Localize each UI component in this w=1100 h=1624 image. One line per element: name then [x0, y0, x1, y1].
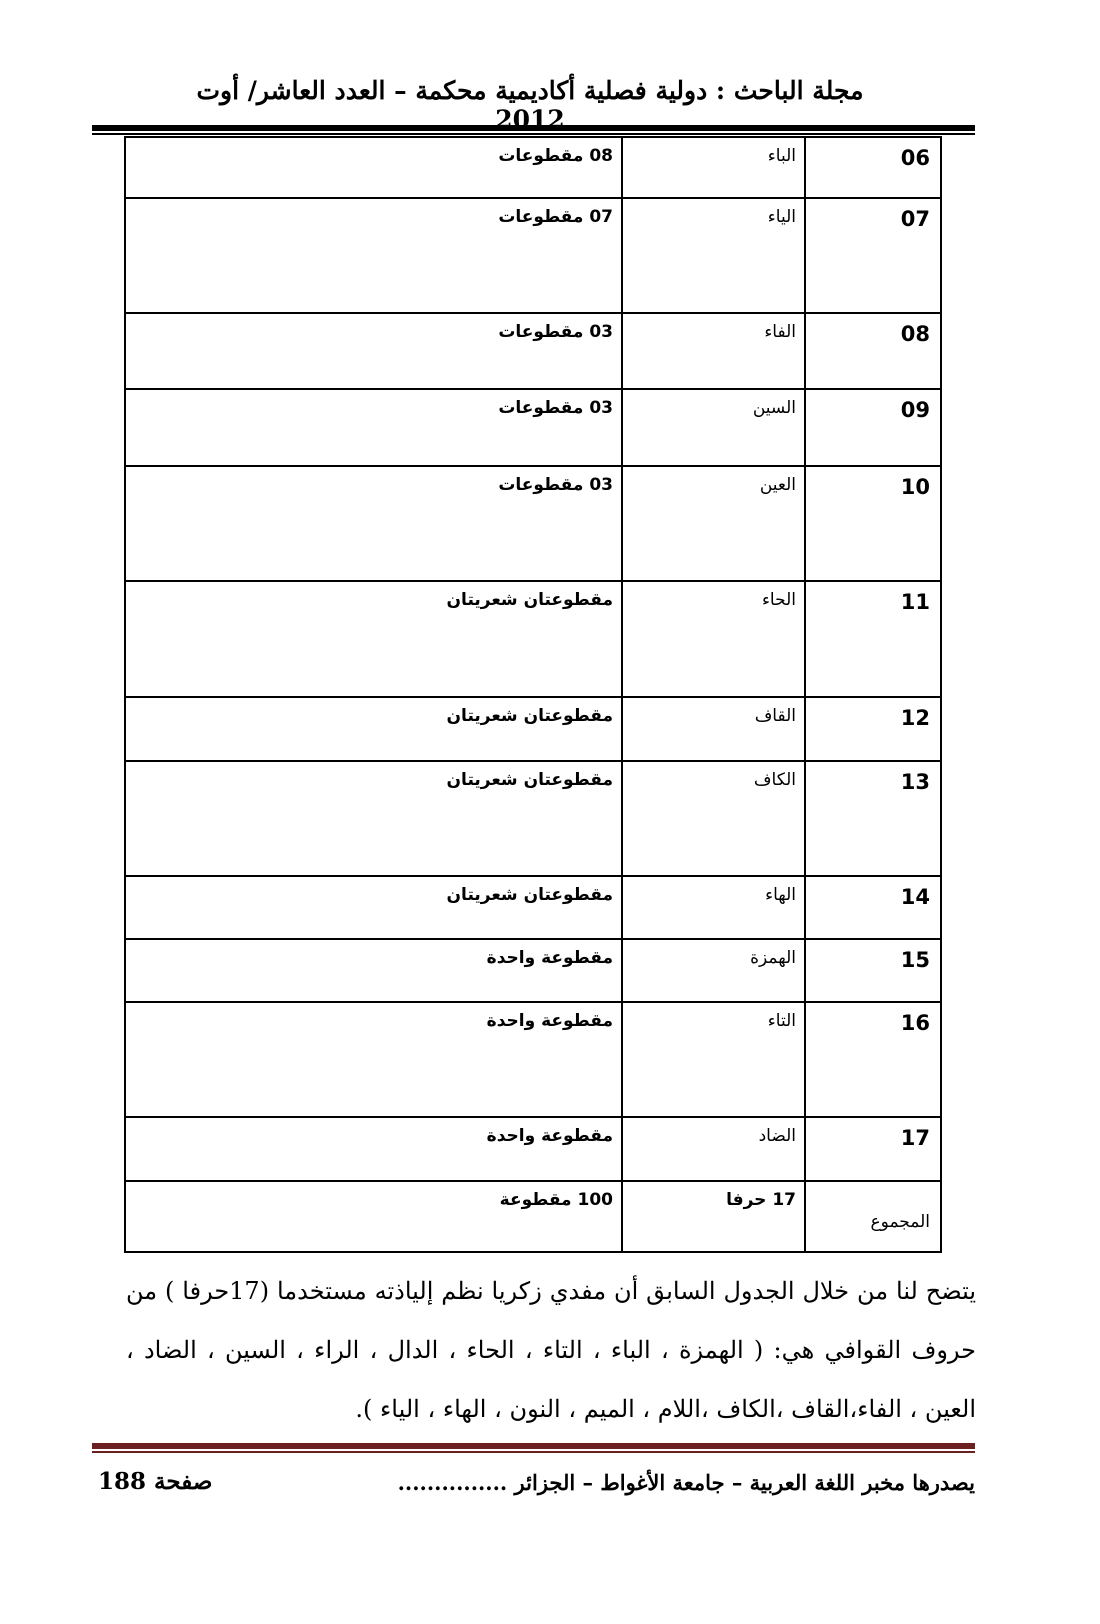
row-number: 14	[804, 877, 940, 938]
poem-count: مقطوعة واحدة	[486, 1126, 613, 1146]
rhyme-letter: السين	[621, 390, 804, 465]
poem-count: 03 مقطوعات	[498, 398, 613, 418]
table-row: 06 الباء 08 مقطوعات	[124, 136, 942, 199]
header-rule	[92, 125, 975, 131]
row-number: 10	[804, 467, 940, 580]
poem-count: مقطوعة واحدة	[486, 948, 613, 968]
rhyme-letter: الباء	[621, 138, 804, 197]
row-number: 09	[804, 390, 940, 465]
rhyme-letter: الفاء	[621, 314, 804, 388]
poem-count: مقطوعتان شعريتان	[446, 590, 613, 610]
row-number: 11	[804, 582, 940, 696]
rhyme-letter: الحاء	[621, 582, 804, 696]
rhyme-letter: العين	[621, 467, 804, 580]
footer-rule	[92, 1443, 975, 1449]
page-number: صفحة 188	[98, 1468, 213, 1495]
rhyme-letter: الهمزة	[621, 940, 804, 1001]
rhyme-letter: التاء	[621, 1003, 804, 1116]
poem-count: مقطوعتان شعريتان	[446, 770, 613, 790]
rhyme-letter: القاف	[621, 698, 804, 760]
row-number: 08	[804, 314, 940, 388]
table-row: 10 العين 03 مقطوعات	[124, 465, 942, 582]
row-number: 06	[804, 138, 940, 197]
row-number: 16	[804, 1003, 940, 1116]
table-row: 11 الحاء مقطوعتان شعريتان	[124, 580, 942, 698]
row-number: 15	[804, 940, 940, 1001]
row-number: 12	[804, 698, 940, 760]
poem-count: 03 مقطوعات	[498, 475, 613, 495]
table-total-row: المجموع 17 حرفا 100 مقطوعة	[124, 1180, 942, 1253]
rhyme-letter: الياء	[621, 199, 804, 312]
rhyme-letter: 17 حرفا	[621, 1182, 804, 1251]
poem-count: مقطوعتان شعريتان	[446, 885, 613, 905]
rhyme-letter: الكاف	[621, 762, 804, 875]
table-row: 13 الكاف مقطوعتان شعريتان	[124, 760, 942, 877]
poem-count: 08 مقطوعات	[498, 146, 613, 166]
poem-count: مقطوعة واحدة	[486, 1011, 613, 1031]
row-number: 17	[804, 1118, 940, 1180]
table-row: 08 الفاء 03 مقطوعات	[124, 312, 942, 390]
table-row: 12 القاف مقطوعتان شعريتان	[124, 696, 942, 762]
poem-count: مقطوعتان شعريتان	[446, 706, 613, 726]
rhyme-letter: الضاد	[621, 1118, 804, 1180]
footer-publisher: يصدرها مخبر اللغة العربية – جامعة الأغوا…	[397, 1470, 975, 1495]
poem-count: 100 مقطوعة	[499, 1190, 613, 1210]
row-number: 13	[804, 762, 940, 875]
row-number: المجموع	[804, 1182, 940, 1251]
poem-count: 03 مقطوعات	[498, 322, 613, 342]
poem-count: 07 مقطوعات	[498, 207, 613, 227]
table-row: 09 السين 03 مقطوعات	[124, 388, 942, 467]
table-row: 14 الهاء مقطوعتان شعريتان	[124, 875, 942, 940]
table-row: 16 التاء مقطوعة واحدة	[124, 1001, 942, 1118]
table-row: 17 الضاد مقطوعة واحدة	[124, 1116, 942, 1182]
rhyme-letter: الهاء	[621, 877, 804, 938]
journal-header: مجلة الباحث : دولية فصلية أكاديمية محكمة…	[196, 76, 864, 134]
table-row: 07 الياء 07 مقطوعات	[124, 197, 942, 314]
header-rule-thin	[92, 133, 975, 135]
footer-rule-thin	[92, 1451, 975, 1453]
row-number: 07	[804, 199, 940, 312]
table-row: 15 الهمزة مقطوعة واحدة	[124, 938, 942, 1003]
body-paragraph: يتضح لنا من خلال الجدول السابق أن مفدي ز…	[126, 1277, 976, 1423]
